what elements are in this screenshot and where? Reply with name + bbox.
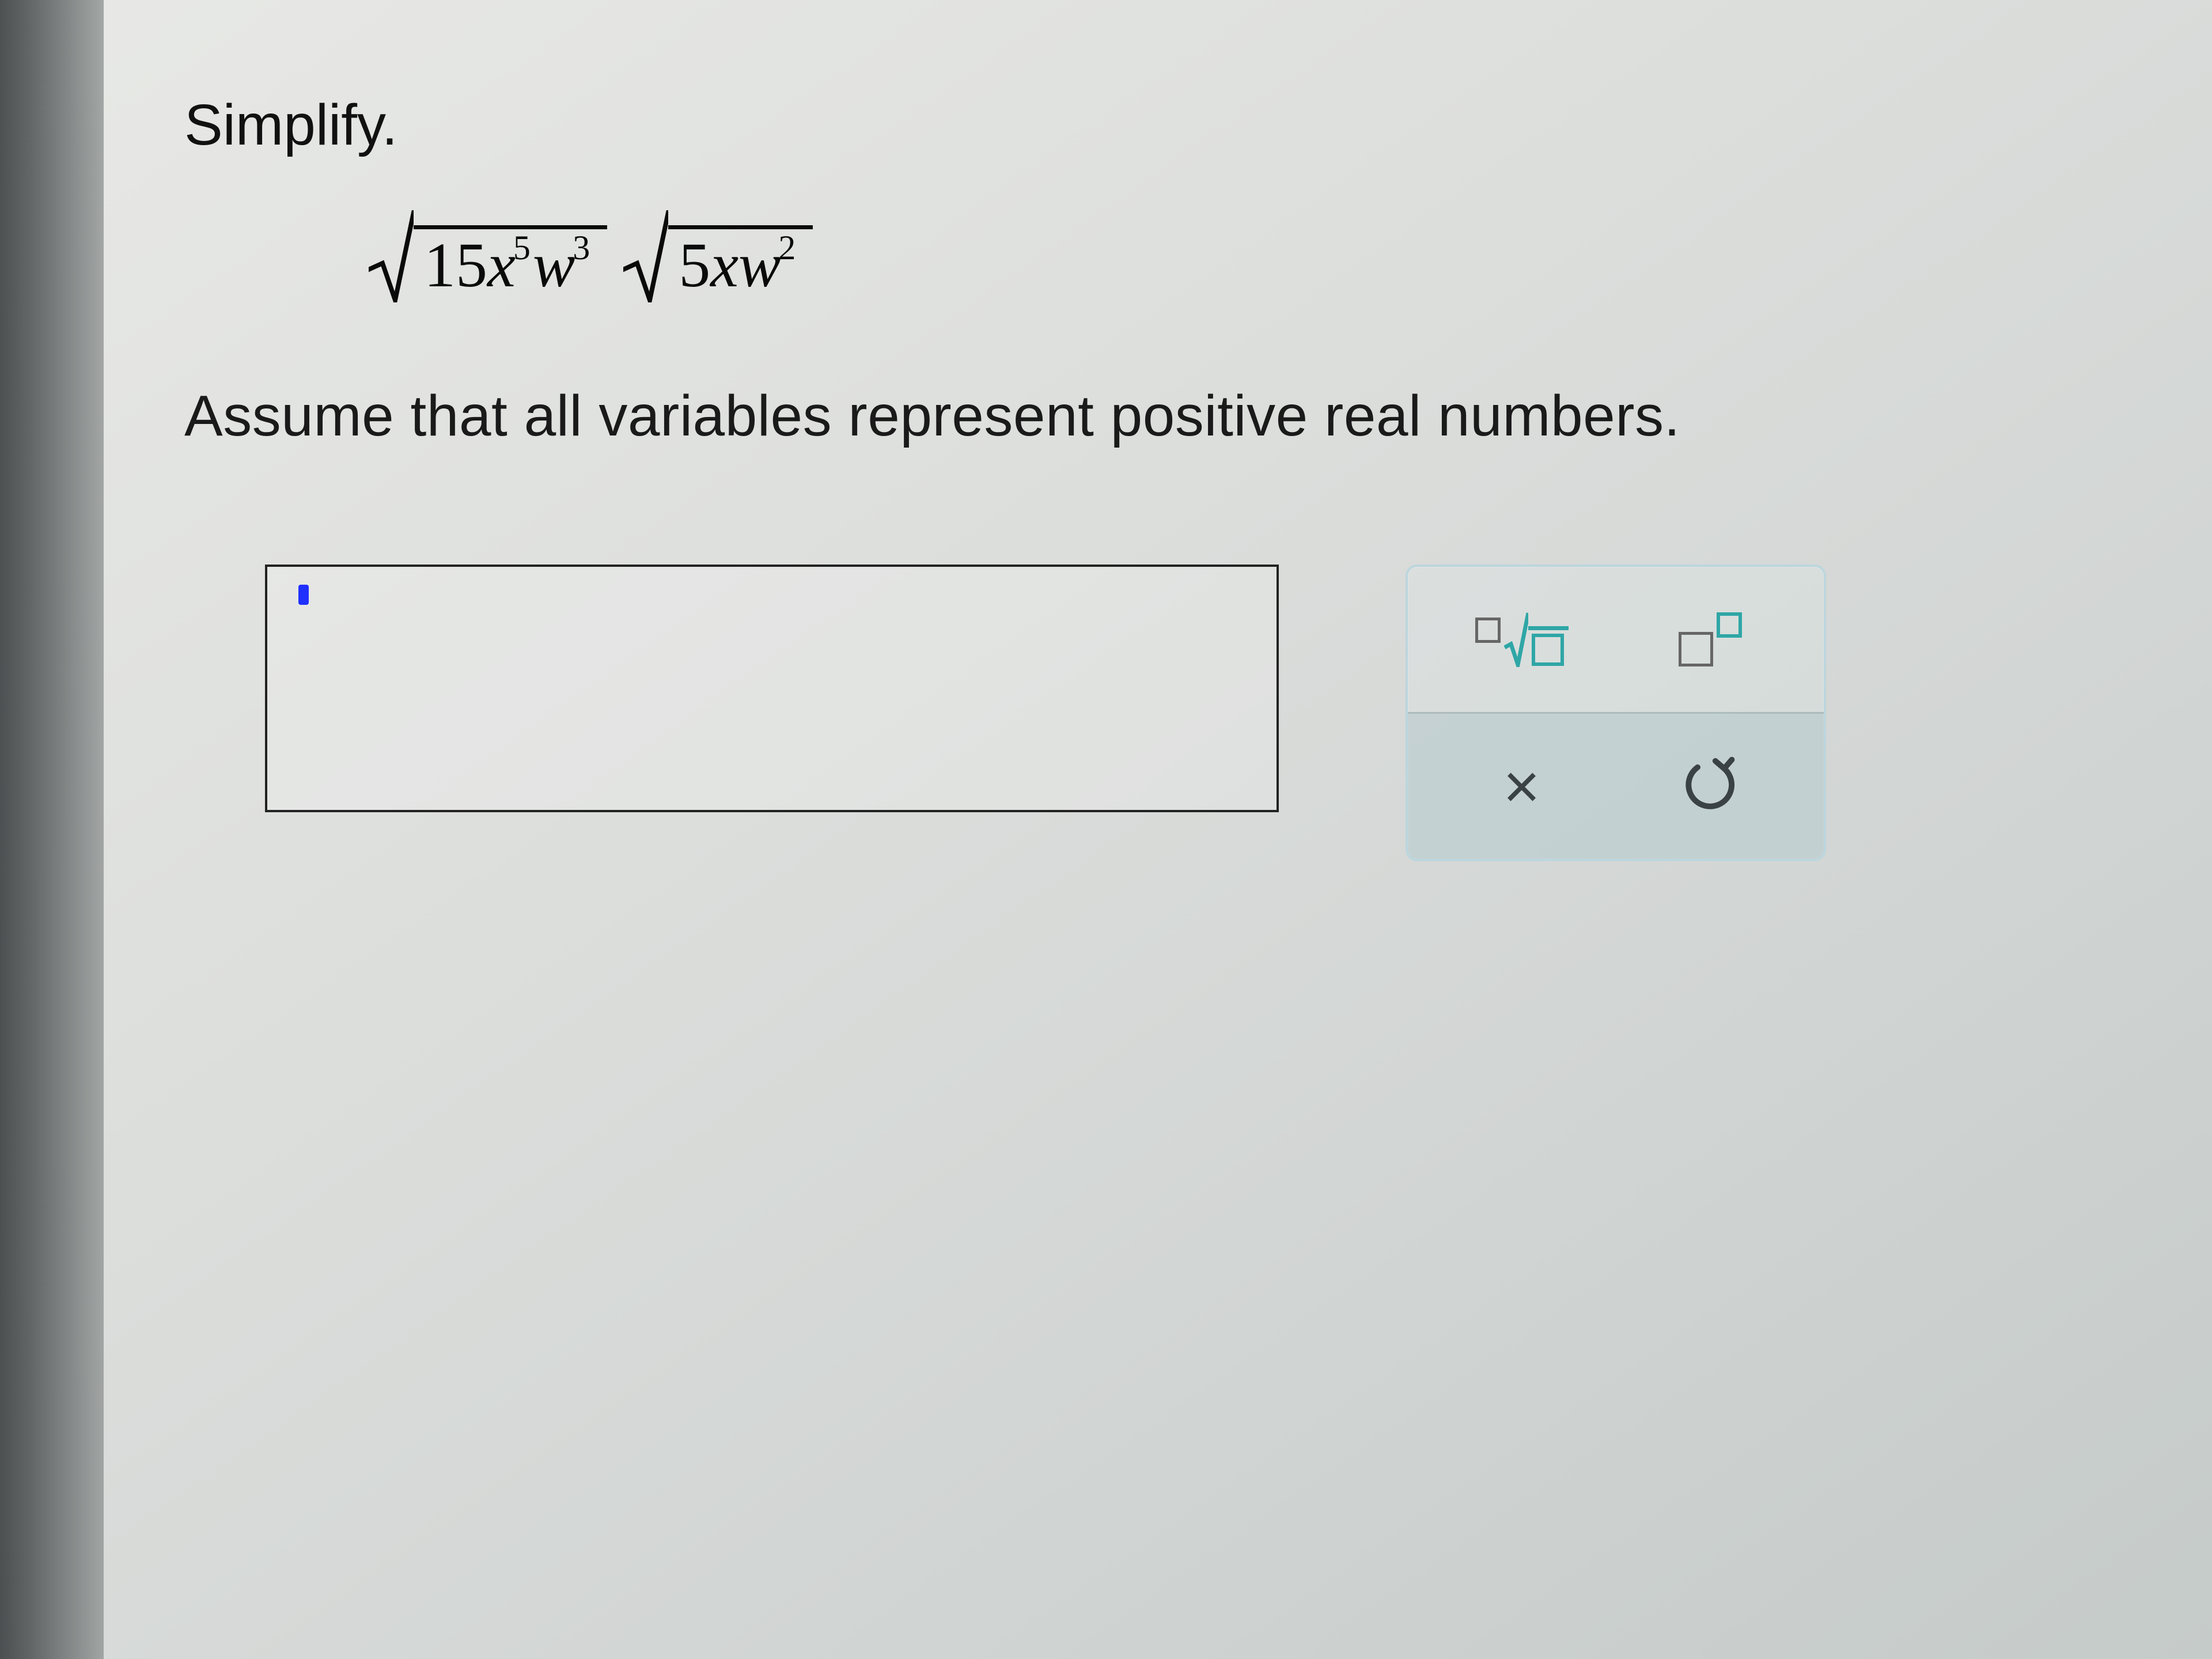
radicand-2: 5xw2	[668, 225, 813, 302]
radical-1: 15x5w3	[369, 210, 607, 302]
exp: 3	[573, 229, 590, 267]
nth-root-icon	[1475, 612, 1569, 667]
prompt-text: Simplify.	[184, 92, 2143, 158]
var: w	[533, 230, 575, 300]
assumption-text: Assume that all variables represent posi…	[184, 383, 2143, 449]
exponent-template-button[interactable]	[1630, 599, 1791, 680]
math-expression: 15x5w3 5xw2	[369, 210, 2143, 302]
coef: 15	[424, 230, 487, 300]
clear-button[interactable]: ×	[1441, 746, 1603, 827]
radical-2: 5xw2	[623, 210, 813, 302]
x-icon: ×	[1503, 750, 1540, 823]
exp: 2	[778, 229, 796, 267]
radical-sign-icon	[623, 210, 668, 302]
var: x	[487, 230, 516, 300]
left-gutter	[0, 0, 104, 1659]
toolbox-actions-row: ×	[1408, 712, 1824, 859]
input-cursor-placeholder	[298, 585, 309, 605]
answer-input[interactable]	[265, 565, 1279, 812]
exponent-icon	[1679, 612, 1742, 666]
undo-button[interactable]	[1630, 746, 1791, 827]
answer-row: ×	[265, 565, 2143, 861]
question-content: Simplify. 15x5w3 5xw2 Assume that all va…	[184, 92, 2143, 861]
radical-sign-icon	[369, 210, 414, 302]
coef: 5	[679, 230, 710, 300]
nth-root-template-button[interactable]	[1441, 599, 1603, 680]
var: x	[710, 230, 738, 300]
toolbox-templates-row	[1408, 567, 1824, 712]
undo-icon	[1679, 755, 1742, 818]
radicand-1: 15x5w3	[414, 225, 607, 302]
var: w	[738, 230, 781, 300]
exp: 5	[513, 229, 531, 267]
equation-toolbox: ×	[1406, 565, 1826, 861]
